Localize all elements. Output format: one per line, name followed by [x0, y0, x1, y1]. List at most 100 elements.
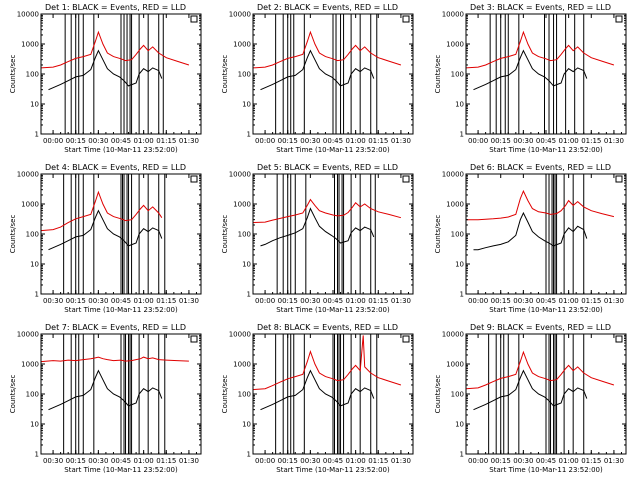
y-tick-label: 1: [35, 291, 39, 299]
x-tick-label: 00:15: [278, 457, 298, 465]
panel-title: Det 9: BLACK = Events, RED = LLD: [470, 323, 611, 332]
x-tick-label: 01:15: [156, 457, 176, 465]
y-tick-label: 10000: [442, 171, 464, 179]
series-group: [465, 350, 615, 411]
x-tick-label: 01:00: [346, 297, 366, 305]
y-tick-label: 1: [35, 451, 39, 459]
x-tick-label: 01:00: [134, 137, 154, 145]
x-tick-label: 00:30: [513, 137, 533, 145]
x-tick-label: 01:00: [134, 457, 154, 465]
y-tick-label: 10000: [229, 171, 251, 179]
y-tick-label: 1: [460, 131, 464, 139]
interval-lines: [545, 174, 585, 294]
y-tick-label: 1000: [233, 361, 251, 369]
corner-marker: [615, 175, 623, 183]
panel-title: Det 1: BLACK = Events, RED = LLD: [45, 3, 186, 12]
x-tick-label: 00:00: [255, 297, 275, 305]
y-tick-label: 1: [460, 291, 464, 299]
y-tick-label: 10: [455, 261, 464, 269]
x-tick-label: 01:30: [179, 457, 199, 465]
x-tick-label: 01:00: [559, 297, 579, 305]
x-tick-label: 00:00: [468, 137, 488, 145]
x-tick-label: 01:15: [368, 297, 388, 305]
series-group: [40, 30, 190, 91]
x-tick-label: 01:00: [346, 457, 366, 465]
lld-series-line: [465, 350, 615, 390]
y-tick-label: 10000: [229, 11, 251, 19]
events-series-line: [473, 369, 588, 411]
x-tick-label: 01:00: [559, 137, 579, 145]
interval-lines: [64, 14, 164, 134]
y-axis-label: Counts/sec: [221, 55, 229, 94]
x-tick-label: 00:30: [88, 457, 108, 465]
x-axis-label: Start Time (10-Mar-11 23:52:00): [64, 466, 178, 474]
x-tick-label: 00:00: [255, 137, 275, 145]
x-tick-label: 00:45: [536, 297, 556, 305]
events-series-line: [260, 369, 375, 411]
y-axis-label: Counts/sec: [221, 375, 229, 414]
panel-4: Det 4: BLACK = Events, RED = LLD 1 10 100 10…: [9, 163, 202, 314]
lld-series-line: [252, 198, 402, 224]
y-axis-label: Counts/sec: [434, 55, 442, 94]
y-tick-label: 100: [451, 391, 464, 399]
panel-title: Det 5: BLACK = Events, RED = LLD: [257, 163, 398, 172]
corner-marker: [402, 175, 410, 183]
panel-6: Det 6: BLACK = Events, RED = LLD 1 10 100 10…: [434, 163, 627, 314]
x-tick-label: 01:30: [391, 457, 411, 465]
series-group: [40, 356, 189, 411]
x-axis-label: Start Time (10-Mar-11 23:52:00): [64, 306, 178, 314]
y-tick-label: 1: [247, 291, 251, 299]
lld-series-line: [252, 30, 402, 69]
lld-series-line: [40, 190, 163, 232]
y-axis-label: Counts/sec: [221, 215, 229, 254]
panel-3: Det 3: BLACK = Events, RED = LLD 1 10 100 10…: [434, 3, 627, 154]
x-tick-label: 00:45: [323, 137, 343, 145]
y-tick-label: 1000: [233, 41, 251, 49]
series-group: [252, 30, 402, 91]
y-tick-label: 10: [455, 101, 464, 109]
y-tick-label: 10000: [442, 11, 464, 19]
x-axis-label: Start Time (10-Mar-11 23:52:00): [276, 306, 390, 314]
series-group: [252, 198, 402, 247]
x-tick-label: 01:30: [179, 297, 199, 305]
y-tick-label: 10: [242, 261, 251, 269]
y-tick-label: 10: [242, 421, 251, 429]
y-tick-label: 10: [30, 421, 39, 429]
x-tick-label: 00:00: [255, 457, 275, 465]
panel-title: Det 3: BLACK = Events, RED = LLD: [470, 3, 611, 12]
y-tick-label: 1000: [446, 41, 464, 49]
x-tick-label: 00:45: [536, 457, 556, 465]
corner-marker: [190, 175, 198, 183]
x-tick-label: 00:15: [278, 137, 298, 145]
x-tick-label: 00:30: [300, 457, 320, 465]
y-axis-label: Counts/sec: [434, 375, 442, 414]
corner-marker: [190, 335, 198, 343]
events-series-line: [473, 49, 588, 91]
interval-lines: [489, 14, 585, 134]
y-tick-label: 10000: [442, 331, 464, 339]
y-axis-label: Counts/sec: [9, 55, 17, 94]
x-tick-label: 00:30: [88, 297, 108, 305]
panel-title: Det 6: BLACK = Events, RED = LLD: [470, 163, 611, 172]
y-tick-label: 100: [26, 71, 39, 79]
x-tick-label: 00:45: [111, 457, 131, 465]
lld-series-line: [252, 335, 402, 391]
interval-lines: [63, 334, 166, 454]
x-tick-label: 00:15: [278, 297, 298, 305]
corner-marker: [402, 335, 410, 343]
y-tick-label: 1: [247, 451, 251, 459]
panel-2: Det 2: BLACK = Events, RED = LLD 1 10 100 10…: [221, 3, 414, 154]
y-tick-label: 10: [30, 101, 39, 109]
y-axis-label: Counts/sec: [9, 375, 17, 414]
y-tick-label: 1000: [21, 201, 39, 209]
panel-8: Det 8: BLACK = Events, RED = LLD 1 10 100 10…: [221, 323, 414, 474]
x-tick-label: 00:30: [43, 457, 63, 465]
x-tick-label: 00:30: [43, 297, 63, 305]
y-tick-label: 1: [35, 131, 39, 139]
x-tick-label: 01:30: [604, 457, 624, 465]
y-tick-label: 1000: [446, 201, 464, 209]
x-tick-label: 00:15: [491, 457, 511, 465]
x-tick-label: 00:30: [300, 137, 320, 145]
y-tick-label: 1000: [21, 41, 39, 49]
x-tick-label: 01:00: [559, 457, 579, 465]
